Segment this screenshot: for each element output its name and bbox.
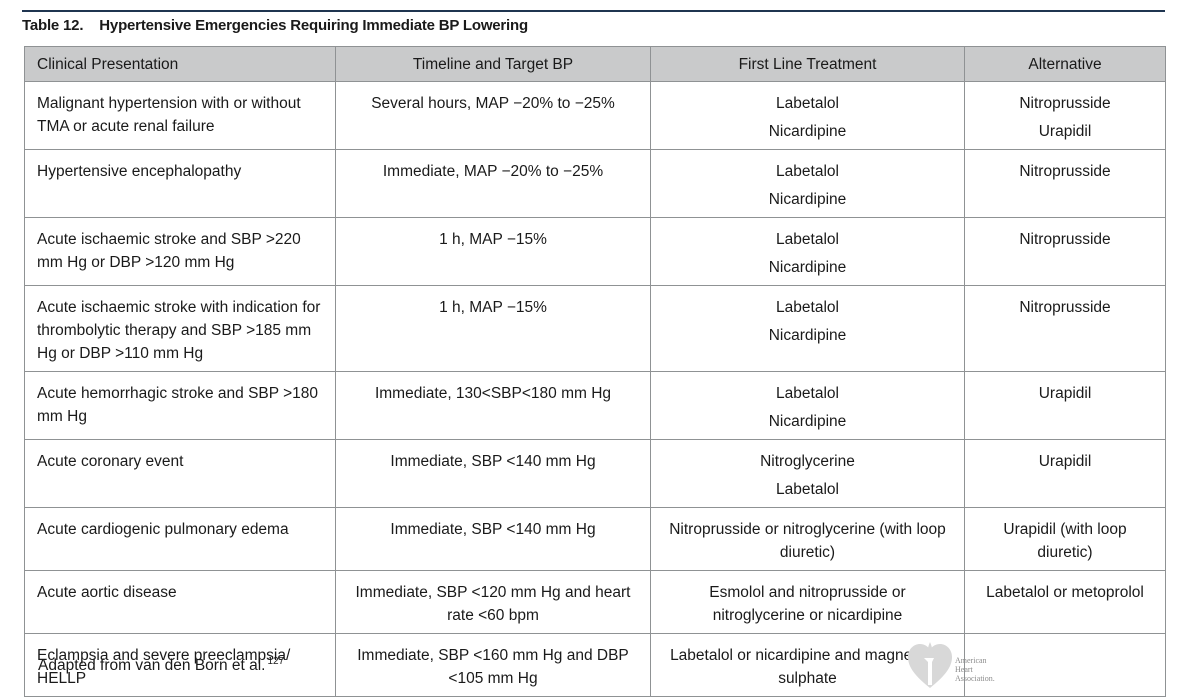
- cell-alternative: [964, 633, 1166, 697]
- cell-timeline-target: Immediate, SBP <160 mm Hg and DBP <105 m…: [335, 633, 651, 697]
- cell-first-line: Labetalol Nicardipine: [650, 217, 965, 286]
- cell-first-line-item: Labetalol: [776, 481, 839, 498]
- logo-line-2: Heart: [955, 665, 973, 674]
- cell-alternative: Nitroprusside: [964, 285, 1166, 372]
- table-row: Acute ischaemic stroke with indication f…: [24, 285, 1166, 372]
- cell-alternative-item: Urapidil: [1038, 123, 1092, 140]
- cell-first-line-item: Nicardipine: [768, 191, 847, 208]
- cell-clinical-presentation: Acute cardiogenic pulmonary edema: [24, 507, 336, 571]
- cell-alternative-item: Nitroprusside: [1019, 231, 1111, 248]
- cell-timeline-target: 1 h, MAP −15%: [335, 217, 651, 286]
- cell-first-line-item: Labetalol: [776, 95, 839, 112]
- cell-timeline-target: Immediate, 130<SBP<180 mm Hg: [335, 371, 651, 440]
- cell-timeline-target: Several hours, MAP −20% to −25%: [335, 81, 651, 150]
- cell-first-line-item: Esmolol and nitroprusside or nitroglycer…: [709, 584, 906, 624]
- cell-first-line-item: Labetalol or nicardipine and magnesium s…: [670, 647, 945, 687]
- cell-timeline-target: Immediate, SBP <140 mm Hg: [335, 507, 651, 571]
- cell-first-line-item: Nicardipine: [768, 259, 847, 276]
- cell-alternative-item: Nitroprusside: [1019, 163, 1111, 180]
- cell-alternative-item: Urapidil: [1038, 453, 1092, 470]
- table-caption: Table 12. Hypertensive Emergencies Requir…: [22, 17, 528, 34]
- cell-alternative-item: Labetalol or metoprolol: [986, 584, 1144, 601]
- logo-line-3: Association.: [955, 674, 995, 683]
- table-title: Hypertensive Emergencies Requiring Immed…: [99, 17, 528, 34]
- cell-clinical-presentation: Eclampsia and severe preeclampsia/ HELLP: [24, 633, 336, 697]
- cell-first-line: Nitroglycerine Labetalol: [650, 439, 965, 508]
- cell-alternative: Nitroprusside: [964, 217, 1166, 286]
- table-row: Acute hemorrhagic stroke and SBP >180 mm…: [24, 371, 1166, 440]
- table-row: Hypertensive encephalopathy Immediate, MA…: [24, 149, 1166, 218]
- cell-clinical-presentation: Acute aortic disease: [24, 570, 336, 634]
- header-row: Clinical Presentation Timeline and Targe…: [24, 46, 1166, 82]
- cell-first-line: Esmolol and nitroprusside or nitroglycer…: [650, 570, 965, 634]
- cell-clinical-presentation: Acute ischaemic stroke and SBP >220 mm H…: [24, 217, 336, 286]
- cell-first-line-item: Labetalol: [776, 163, 839, 180]
- footnote-ref: 127: [267, 656, 285, 667]
- cell-first-line: Labetalol Nicardipine: [650, 81, 965, 150]
- table-row: Acute coronary event Immediate, SBP <140 …: [24, 439, 1166, 508]
- logo-wordmark: American Heart Association.: [955, 656, 995, 683]
- cell-first-line: Labetalol or nicardipine and magnesium s…: [650, 633, 965, 697]
- cell-first-line-item: Labetalol: [776, 385, 839, 402]
- cell-alternative-item: Urapidil (with loop diuretic): [1003, 521, 1127, 561]
- cell-clinical-presentation: Acute ischaemic stroke with indication f…: [24, 285, 336, 372]
- table-row: Acute ischaemic stroke and SBP >220 mm H…: [24, 217, 1166, 286]
- cell-first-line-item: Nicardipine: [768, 327, 847, 344]
- heart-torch-logo-icon: [908, 642, 952, 688]
- cell-alternative-item: Nitroprusside: [1019, 299, 1111, 316]
- cell-first-line-item: Nitroprusside or nitroglycerine (with lo…: [669, 521, 946, 561]
- emergencies-table: Clinical Presentation Timeline and Targe…: [24, 46, 1166, 697]
- cell-timeline-target: Immediate, SBP <140 mm Hg: [335, 439, 651, 508]
- cell-first-line-item: Nicardipine: [768, 123, 847, 140]
- cell-first-line: Nitroprusside or nitroglycerine (with lo…: [650, 507, 965, 571]
- cell-alternative-item: Urapidil: [1038, 385, 1092, 402]
- cell-clinical-presentation: Acute coronary event: [24, 439, 336, 508]
- cell-first-line: Labetalol Nicardipine: [650, 371, 965, 440]
- cell-timeline-target: Immediate, MAP −20% to −25%: [335, 149, 651, 218]
- cell-timeline-target: 1 h, MAP −15%: [335, 285, 651, 372]
- header-clinical-presentation: Clinical Presentation: [24, 46, 336, 82]
- cell-first-line-item: Labetalol: [776, 299, 839, 316]
- table-row: Eclampsia and severe preeclampsia/ HELLP…: [24, 633, 1166, 697]
- cell-first-line: Labetalol Nicardipine: [650, 149, 965, 218]
- cell-first-line-item: Labetalol: [776, 231, 839, 248]
- cell-clinical-presentation: Acute hemorrhagic stroke and SBP >180 mm…: [24, 371, 336, 440]
- cell-clinical-presentation: Malignant hypertension with or without T…: [24, 81, 336, 150]
- cell-alternative: Nitroprusside: [964, 149, 1166, 218]
- header-alternative: Alternative: [964, 46, 1166, 82]
- table-row: Malignant hypertension with or without T…: [24, 81, 1166, 150]
- cell-alternative: Urapidil: [964, 439, 1166, 508]
- cell-timeline-target: Immediate, SBP <120 mm Hg and heart rate…: [335, 570, 651, 634]
- source-footnote: Adapted from van den Born et al. 127: [38, 656, 284, 675]
- header-first-line: First Line Treatment: [650, 46, 965, 82]
- cell-first-line-item: Nicardipine: [768, 413, 847, 430]
- cell-alternative: Nitroprusside Urapidil: [964, 81, 1166, 150]
- footnote-text: Adapted from van den Born et al.: [38, 657, 266, 674]
- top-rule: [22, 10, 1165, 12]
- cell-alternative: Labetalol or metoprolol: [964, 570, 1166, 634]
- table-number: Table 12.: [22, 17, 84, 34]
- aha-logo: American Heart Association.: [905, 636, 1015, 688]
- cell-alternative: Urapidil (with loop diuretic): [964, 507, 1166, 571]
- logo-line-1: American: [955, 656, 987, 665]
- cell-first-line: Labetalol Nicardipine: [650, 285, 965, 372]
- table-row: Acute cardiogenic pulmonary edema Immedia…: [24, 507, 1166, 571]
- cell-first-line-item: Nitroglycerine: [760, 453, 855, 470]
- header-timeline: Timeline and Target BP: [335, 46, 651, 82]
- cell-clinical-presentation: Hypertensive encephalopathy: [24, 149, 336, 218]
- table-row: Acute aortic disease Immediate, SBP <120 …: [24, 570, 1166, 634]
- cell-alternative: Urapidil: [964, 371, 1166, 440]
- cell-alternative-item: Nitroprusside: [1019, 95, 1111, 112]
